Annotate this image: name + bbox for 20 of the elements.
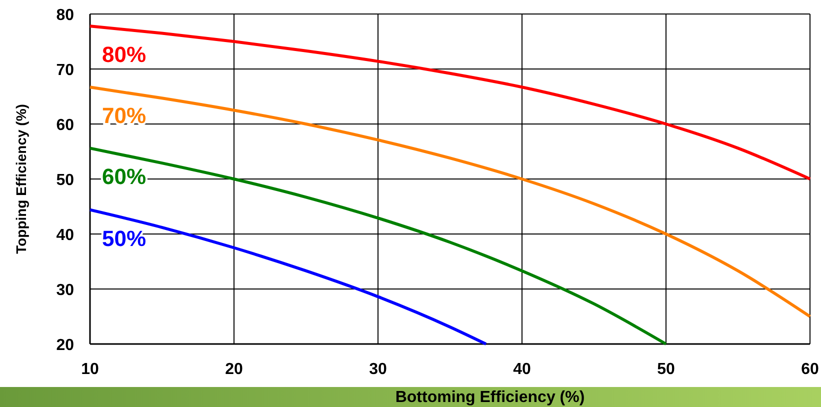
series-label: 80%	[102, 42, 146, 68]
line-series	[88, 86, 812, 318]
y-tick-label: 20	[56, 337, 74, 354]
x-axis-title: Bottoming Efficiency (%)	[395, 389, 585, 406]
x-tick-label: 30	[369, 361, 387, 378]
y-tick-label: 80	[56, 7, 74, 24]
x-tick-label: 10	[81, 361, 99, 378]
y-tick-label: 70	[56, 62, 74, 79]
y-axis-title: Topping Efficiency (%)	[13, 104, 29, 254]
x-tick-label: 60	[801, 361, 819, 378]
y-tick-label: 60	[56, 117, 74, 134]
series-label: 70%	[102, 103, 146, 128]
line-series	[88, 146, 668, 346]
y-tick-label: 30	[56, 282, 74, 299]
x-tick-label: 50	[657, 361, 675, 378]
y-tick-label: 40	[56, 227, 74, 244]
x-tick-label: 20	[225, 361, 243, 378]
line-series	[88, 208, 488, 346]
x-tick-label: 40	[513, 361, 531, 378]
y-tick-label: 50	[56, 172, 74, 189]
